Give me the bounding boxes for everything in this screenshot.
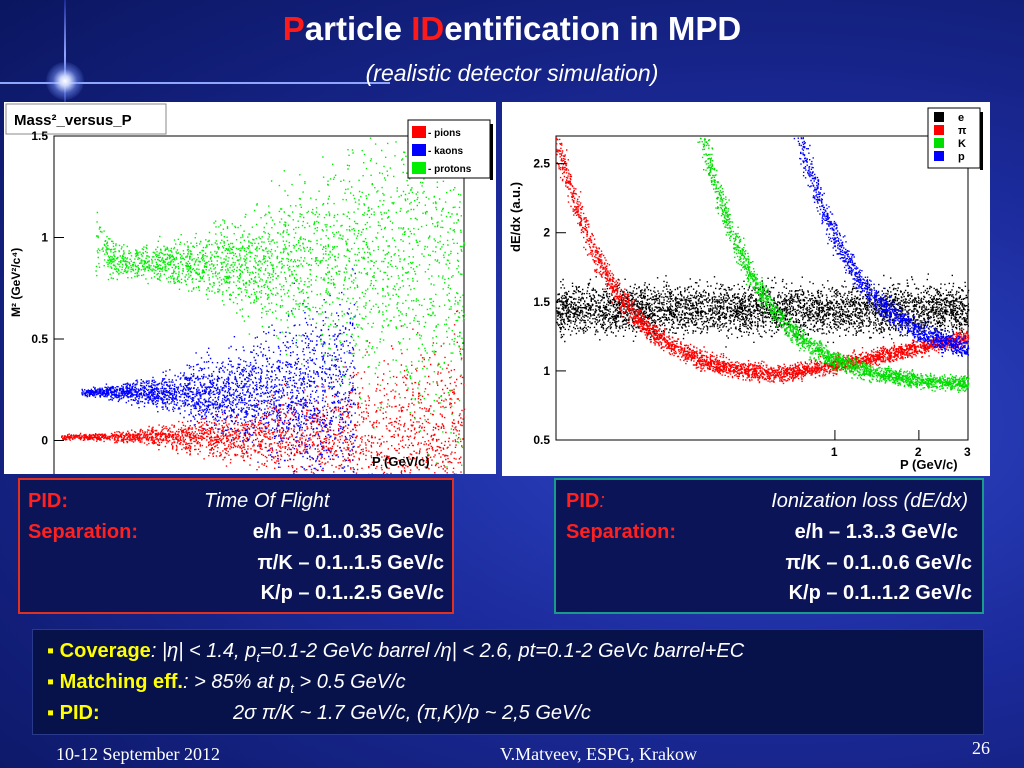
bullet-pid: ▪ PID: 2σ π/K ~ 1.7 GeV/c, (π,K)/p ~ 2,5 … xyxy=(47,702,591,724)
points-0 xyxy=(61,310,466,474)
y-axis-label: dE/dx (a.u.) xyxy=(508,182,523,252)
legend-swatch xyxy=(412,162,426,174)
slide-subtitle: (realistic detector simulation) xyxy=(365,60,659,86)
y-tick-label: 1.5 xyxy=(31,129,48,143)
decor-horizontal-line xyxy=(0,82,390,84)
x-tick-label: 2 xyxy=(915,445,922,459)
y-tick-label: 1 xyxy=(543,364,550,378)
tof-pid-box: PID: Time Of Flight Separation: e/h – 0.… xyxy=(18,478,454,614)
plot-title-box xyxy=(5,103,167,135)
legend-label: - kaons xyxy=(428,146,463,157)
legend-label: - pions xyxy=(428,128,461,139)
legend-swatch xyxy=(934,125,944,135)
legend-label: e xyxy=(958,112,964,124)
footer-page-number: 26 xyxy=(972,738,990,758)
legend-swatch xyxy=(412,126,426,138)
legend-swatch xyxy=(934,151,944,161)
separation-label: Separation: xyxy=(566,521,677,543)
plot-frame xyxy=(53,135,465,474)
legend-label: p xyxy=(958,151,965,163)
tof-mass2-plot: Mass²_versus_P M² (GeV²/c⁴) P (GeV/c) 0 1… xyxy=(4,102,496,474)
legend-label: K xyxy=(958,138,966,150)
bullet-matching: ▪ Matching eff.: > 85% at pt > 0.5 GeV/c xyxy=(47,671,406,696)
x-tick-label: 3 xyxy=(964,445,971,459)
footer-date: 10-12 September 2012 xyxy=(56,744,220,764)
plot-frame xyxy=(555,135,969,441)
separation-kp: K/p – 0.1..1.2 GeV/c xyxy=(788,582,972,604)
pid-label: PID: xyxy=(566,490,605,512)
pid-label: PID: xyxy=(28,490,68,512)
y-tick-label: 0 xyxy=(41,434,48,448)
x-axis-label: P (GeV/c) xyxy=(900,457,958,472)
separation-eh: e/h – 0.1..0.35 GeV/c xyxy=(252,521,444,543)
legend-swatch xyxy=(934,112,944,122)
decor-star-icon xyxy=(46,62,84,100)
separation-pik: π/K – 0.1..0.6 GeV/c xyxy=(785,552,972,574)
summary-box: ▪ Coverage: |η| < 1.4, pt=0.1-2 GeVc bar… xyxy=(32,629,984,735)
separation-kp: K/p – 0.1..2.5 GeV/c xyxy=(260,582,444,604)
dedx-svg: dE/dx (a.u.) P (GeV/c) 1 2 3 0.5 1 1.5 2 2.5 eπ… xyxy=(508,107,983,472)
x-axis-label: P (GeV/c) xyxy=(372,454,430,469)
y-tick-label: 2 xyxy=(543,226,550,240)
pid-method: Ionization loss (dE/dx) xyxy=(771,490,968,512)
legend-label: - protons xyxy=(428,164,472,175)
slide-title: Particle IDentification in MPD xyxy=(282,10,742,47)
y-tick-label: 0.5 xyxy=(31,332,48,346)
y-tick-label: 0.5 xyxy=(533,433,550,447)
separation-label: Separation: xyxy=(28,521,139,543)
y-axis-label: M² (GeV²/c⁴) xyxy=(9,248,23,317)
dedx-pid-box: PID: Ionization loss (dE/dx) Separation:… xyxy=(554,478,984,614)
y-tick-label: 1 xyxy=(41,231,48,245)
bullet-coverage: ▪ Coverage: |η| < 1.4, pt=0.1-2 GeVc bar… xyxy=(47,640,745,665)
tof-mass2-svg: Mass²_versus_P M² (GeV²/c⁴) P (GeV/c) 0 1… xyxy=(5,103,493,474)
legend-label: π xyxy=(958,125,967,137)
y-tick-label: 2.5 xyxy=(533,157,550,171)
legend-swatch xyxy=(934,138,944,148)
x-tick-label: 1 xyxy=(831,445,838,459)
separation-pik: π/K – 0.1..1.5 GeV/c xyxy=(257,552,444,574)
decor-vertical-line xyxy=(64,0,66,110)
footer-author: V.Matveev, ESPG, Krakow xyxy=(500,744,697,764)
series-3-points xyxy=(793,137,970,357)
pid-method: Time Of Flight xyxy=(204,490,330,512)
plot-title: Mass²_versus_P xyxy=(14,112,132,129)
points-3 xyxy=(793,137,970,357)
separation-eh: e/h – 1.3..3 GeV/c xyxy=(794,521,958,543)
series-pions-points xyxy=(61,310,466,474)
y-tick-label: 1.5 xyxy=(533,295,550,309)
legend-swatch xyxy=(412,144,426,156)
